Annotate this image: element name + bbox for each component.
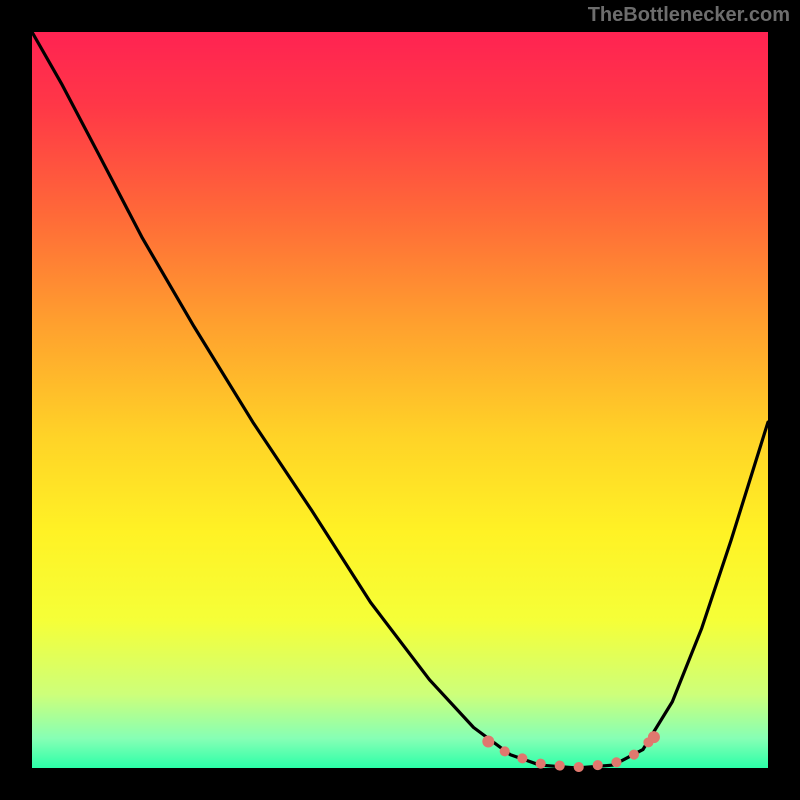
watermark-text: TheBottlenecker.com xyxy=(588,4,790,27)
gradient-plot-area xyxy=(32,32,768,768)
optimal-range-endpoint xyxy=(482,736,494,748)
bottleneck-chart xyxy=(0,0,800,800)
optimal-range-endpoint xyxy=(648,731,660,743)
chart-container: TheBottlenecker.com xyxy=(0,0,800,800)
